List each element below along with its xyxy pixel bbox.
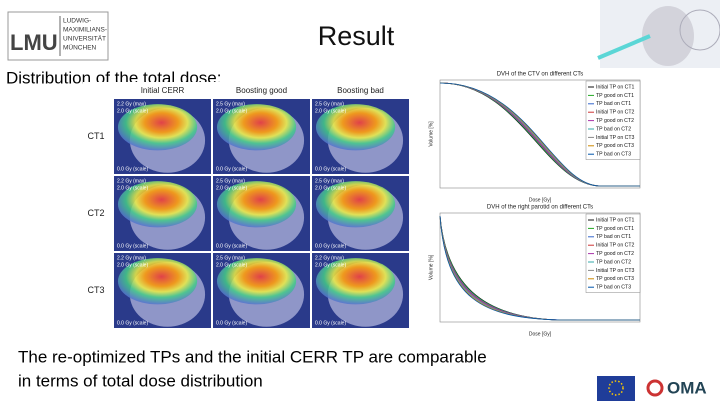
legend-label: TP bad on CT2 <box>596 259 631 265</box>
dose-label: 2.0 Gy (scale) <box>117 262 148 268</box>
dose-label: 0.0 Gy (scale) <box>315 320 346 326</box>
slide-title: Result <box>318 21 395 51</box>
dose-label: 2.5 Gy (max) <box>216 255 245 261</box>
dose-region <box>117 258 198 305</box>
dose-label: 2.0 Gy (scale) <box>117 108 148 114</box>
flag <box>597 376 635 401</box>
legend-box <box>585 80 641 160</box>
plot-title: DVH of the CTV on different CTs <box>497 72 584 78</box>
legend-label: TP bad on CT1 <box>596 234 631 240</box>
lmu-logo: LMU <box>7 11 109 61</box>
x-axis-label: Dose [Gy] <box>529 331 552 337</box>
dose-grid: Initial CERR Boosting good Boosting bad CT1… <box>87 86 409 328</box>
dose-label: 2.2 Gy (max) <box>117 178 146 184</box>
dose-region <box>216 258 297 305</box>
legend-label: Initial TP on CT3 <box>596 135 635 141</box>
dose-label: 2.0 Gy (scale) <box>315 108 346 114</box>
eu-flag <box>597 376 635 401</box>
dose-label: 2.0 Gy (scale) <box>216 185 247 191</box>
legend-label: TP good on CT1 <box>596 93 634 99</box>
legend-label: Initial TP on CT3 <box>596 268 635 274</box>
head <box>642 6 694 66</box>
dose-label: 0.0 Gy (scale) <box>216 166 247 172</box>
legend-label: TP good on CT3 <box>596 143 634 149</box>
dvh-curve <box>439 215 640 321</box>
dose-label: 2.5 Gy (max) <box>315 101 344 107</box>
dose-label: 2.5 Gy (max) <box>315 178 344 184</box>
dose-region <box>315 104 396 151</box>
legend-box <box>585 213 641 293</box>
logo-text: UNIVERSITÄT <box>63 35 106 43</box>
column-header: Boosting bad <box>337 86 384 95</box>
dose-region <box>315 258 396 305</box>
legend-label: Initial TP on CT2 <box>596 110 635 116</box>
legend-label: TP good on CT3 <box>596 276 634 282</box>
conclusion-line: in terms of total dose distribution <box>18 371 263 390</box>
dose-label: 2.5 Gy (max) <box>216 101 245 107</box>
legend-label: TP good on CT2 <box>596 118 634 124</box>
dose-label: 2.0 Gy (scale) <box>315 262 346 268</box>
dose-label: 2.0 Gy (scale) <box>315 185 346 191</box>
stars <box>608 380 624 396</box>
dvh-curve <box>439 82 640 187</box>
legend-label: Initial TP on CT1 <box>596 84 635 90</box>
column-header: Initial CERR <box>141 86 185 95</box>
dose-region <box>117 104 198 151</box>
dose-region <box>117 181 198 228</box>
row-label: CT2 <box>87 208 104 218</box>
row-label: CT3 <box>87 285 104 295</box>
legend-label: Initial TP on CT1 <box>596 217 635 223</box>
logo-text: MAXIMILIANS- <box>63 27 107 34</box>
legend-label: Initial TP on CT2 <box>596 243 635 249</box>
dose-label: 0.0 Gy (scale) <box>315 166 346 172</box>
legend-label: TP bad on CT3 <box>596 152 631 158</box>
dose-region <box>315 181 396 228</box>
dose-label: 2.2 Gy (max) <box>117 101 146 107</box>
dose-label: 0.0 Gy (scale) <box>216 243 247 249</box>
x-axis-label: Dose [Gy] <box>529 197 552 203</box>
dose-label: 0.0 Gy (scale) <box>117 320 148 326</box>
column-header: Boosting good <box>236 86 287 95</box>
dose-label: 2.0 Gy (scale) <box>216 108 247 114</box>
seal <box>679 9 720 51</box>
dose-label: 0.0 Gy (scale) <box>315 243 346 249</box>
y-axis-label: Volume [%] <box>428 254 434 280</box>
logo-mark: LMU <box>10 30 58 55</box>
logo-text: LUDWIG- <box>63 18 91 25</box>
dose-label: 0.0 Gy (scale) <box>117 166 148 172</box>
dvh-plots: DVH of the CTV on different CTs Volume [%… <box>428 72 641 337</box>
legend-label: TP bad on CT2 <box>596 126 631 132</box>
beam <box>597 34 651 60</box>
legend-label: TP good on CT2 <box>596 251 634 257</box>
oma-icon <box>646 379 664 397</box>
logo-text: MÜNCHEN <box>63 44 97 52</box>
legend-label: TP good on CT1 <box>596 226 634 232</box>
legend-label: TP bad on CT3 <box>596 285 631 291</box>
dose-label: 2.0 Gy (scale) <box>117 185 148 191</box>
dose-region <box>216 181 297 228</box>
dose-label: 2.5 Gy (max) <box>216 178 245 184</box>
dose-label: 0.0 Gy (scale) <box>117 243 148 249</box>
oma-logo: OMA <box>667 378 707 397</box>
dose-label: 0.0 Gy (scale) <box>216 320 247 326</box>
dose-region <box>216 104 297 151</box>
row-label: CT1 <box>87 131 104 141</box>
logo-frame <box>7 11 109 61</box>
plot-title: DVH of the right parotid on different CT… <box>487 205 593 211</box>
dose-label: 2.2 Gy (max) <box>315 255 344 261</box>
legend-label: TP bad on CT1 <box>596 101 631 107</box>
dose-label: 2.0 Gy (scale) <box>216 262 247 268</box>
y-axis-label: Volume [%] <box>428 121 434 147</box>
head-illustration <box>597 0 720 68</box>
conclusion-line: The re-optimized TPs and the initial CER… <box>18 347 487 366</box>
dose-label: 2.2 Gy (max) <box>117 255 146 261</box>
